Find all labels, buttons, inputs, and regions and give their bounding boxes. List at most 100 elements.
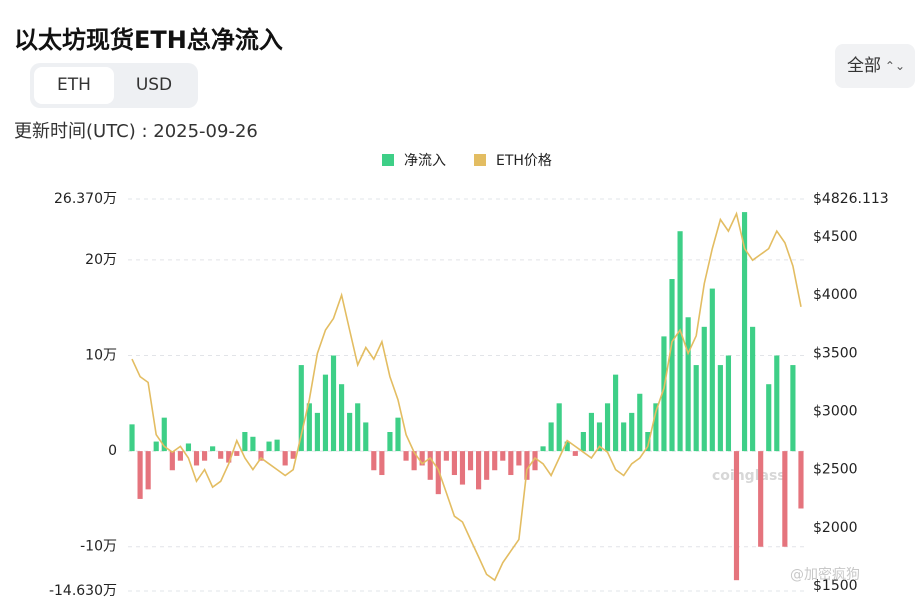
bar [298,365,304,452]
legend-label: 净流入 [404,153,446,169]
bar [588,412,595,452]
bar [669,279,675,452]
bar [363,422,369,452]
bar [443,451,449,461]
bar [661,336,667,452]
y-tick-label: -10万 [80,539,117,555]
bar [387,432,393,452]
bar [604,403,611,452]
bar [613,374,619,452]
bar [129,424,135,452]
y2-tick-label: $4500 [813,229,858,245]
bar [653,403,659,452]
page-title: 以太坊现货ETH总净流入 [14,26,283,54]
bar [685,317,691,452]
bar [234,451,240,456]
bar [540,446,546,452]
bar [282,451,288,466]
bar [451,451,457,476]
bar [766,384,772,452]
bar [580,432,586,452]
y-tick-label: 0 [108,443,117,459]
bar [629,412,635,452]
bar [250,436,256,452]
bar [774,355,780,452]
bar [798,451,804,509]
legend-swatch [382,154,394,166]
bar [371,451,377,471]
y-tick-label: -14.630万 [49,583,117,599]
bar [435,451,441,495]
bar [137,451,143,499]
bar [572,451,578,456]
bar [556,403,562,452]
bar [516,451,522,466]
y2-tick-label: $3000 [813,403,858,419]
bar [532,451,538,471]
y2-tick-label: $3500 [813,345,858,361]
bar [677,231,683,452]
watermark: @加密疯狗 [790,566,860,583]
bar [330,355,337,452]
bar [725,355,732,452]
bar [637,393,643,452]
toggle-eth[interactable]: ETH [34,67,114,104]
price-line [131,211,802,582]
bar [621,422,627,452]
bar [379,451,385,476]
bar [338,384,345,452]
bar [355,403,361,452]
range-dropdown[interactable]: 全部 ⌃⌄ [835,44,915,88]
bar [193,451,200,466]
toggle-usd[interactable]: USD [135,75,173,95]
bar [185,443,192,452]
watermark: coinglass [712,468,786,484]
bar [645,432,651,452]
bar [484,451,490,480]
bar [548,422,554,452]
y-tick-label: 20万 [85,252,117,268]
bar [709,288,715,452]
bar [153,441,159,452]
bar [314,412,320,452]
legend-swatch [474,154,486,166]
y-tick-label: 26.370万 [54,191,117,207]
bar [564,441,570,452]
bar [201,451,208,461]
bar [782,451,788,547]
bar [403,451,409,461]
bar [177,451,183,461]
bar [427,451,433,480]
bar [210,446,216,452]
bar [242,432,248,452]
y-tick-label: 10万 [85,348,117,364]
bar [290,451,296,459]
legend-label: ETH价格 [496,153,552,169]
bar [161,417,167,452]
bar [500,451,506,461]
bar [508,451,514,476]
bar [693,365,699,452]
bar [347,412,353,452]
bar [145,451,151,490]
y2-tick-label: $2000 [813,520,858,536]
update-time: 更新时间(UTC) : 2025-09-26 [14,121,258,142]
bar [266,441,272,452]
bar [524,451,530,480]
bar [322,374,329,452]
bar [476,451,482,490]
bar [306,403,312,452]
unit-toggle: ETH USD [30,63,198,108]
bar [790,365,796,452]
bar [733,451,740,581]
y2-tick-label: $1500 [813,578,858,594]
bar [758,451,764,547]
bar [411,451,417,471]
bar [169,451,175,471]
bar [258,451,264,461]
bar [218,451,224,459]
range-label: 全部 [847,56,881,76]
bar [701,326,707,452]
